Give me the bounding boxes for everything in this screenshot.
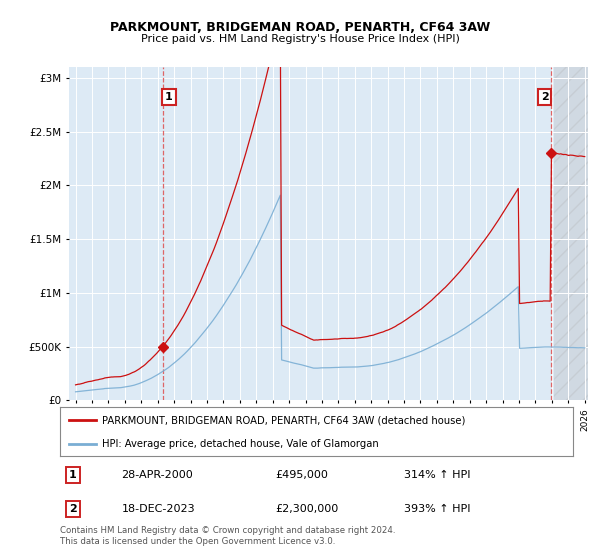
Text: 28-APR-2000: 28-APR-2000 [122,470,193,480]
Text: 1: 1 [69,470,77,480]
Text: £2,300,000: £2,300,000 [275,503,339,514]
Text: Contains HM Land Registry data © Crown copyright and database right 2024.
This d: Contains HM Land Registry data © Crown c… [60,526,395,546]
Text: PARKMOUNT, BRIDGEMAN ROAD, PENARTH, CF64 3AW (detached house): PARKMOUNT, BRIDGEMAN ROAD, PENARTH, CF64… [102,416,466,426]
Text: 18-DEC-2023: 18-DEC-2023 [122,503,195,514]
Text: Price paid vs. HM Land Registry's House Price Index (HPI): Price paid vs. HM Land Registry's House … [140,34,460,44]
Bar [554,67,593,400]
Text: 2: 2 [69,503,77,514]
Text: 314% ↑ HPI: 314% ↑ HPI [404,470,470,480]
Text: PARKMOUNT, BRIDGEMAN ROAD, PENARTH, CF64 3AW: PARKMOUNT, BRIDGEMAN ROAD, PENARTH, CF64… [110,21,490,34]
Text: £495,000: £495,000 [275,470,328,480]
Text: 1: 1 [165,92,173,102]
Text: HPI: Average price, detached house, Vale of Glamorgan: HPI: Average price, detached house, Vale… [102,439,379,449]
Text: 393% ↑ HPI: 393% ↑ HPI [404,503,470,514]
Text: 2: 2 [541,92,548,102]
